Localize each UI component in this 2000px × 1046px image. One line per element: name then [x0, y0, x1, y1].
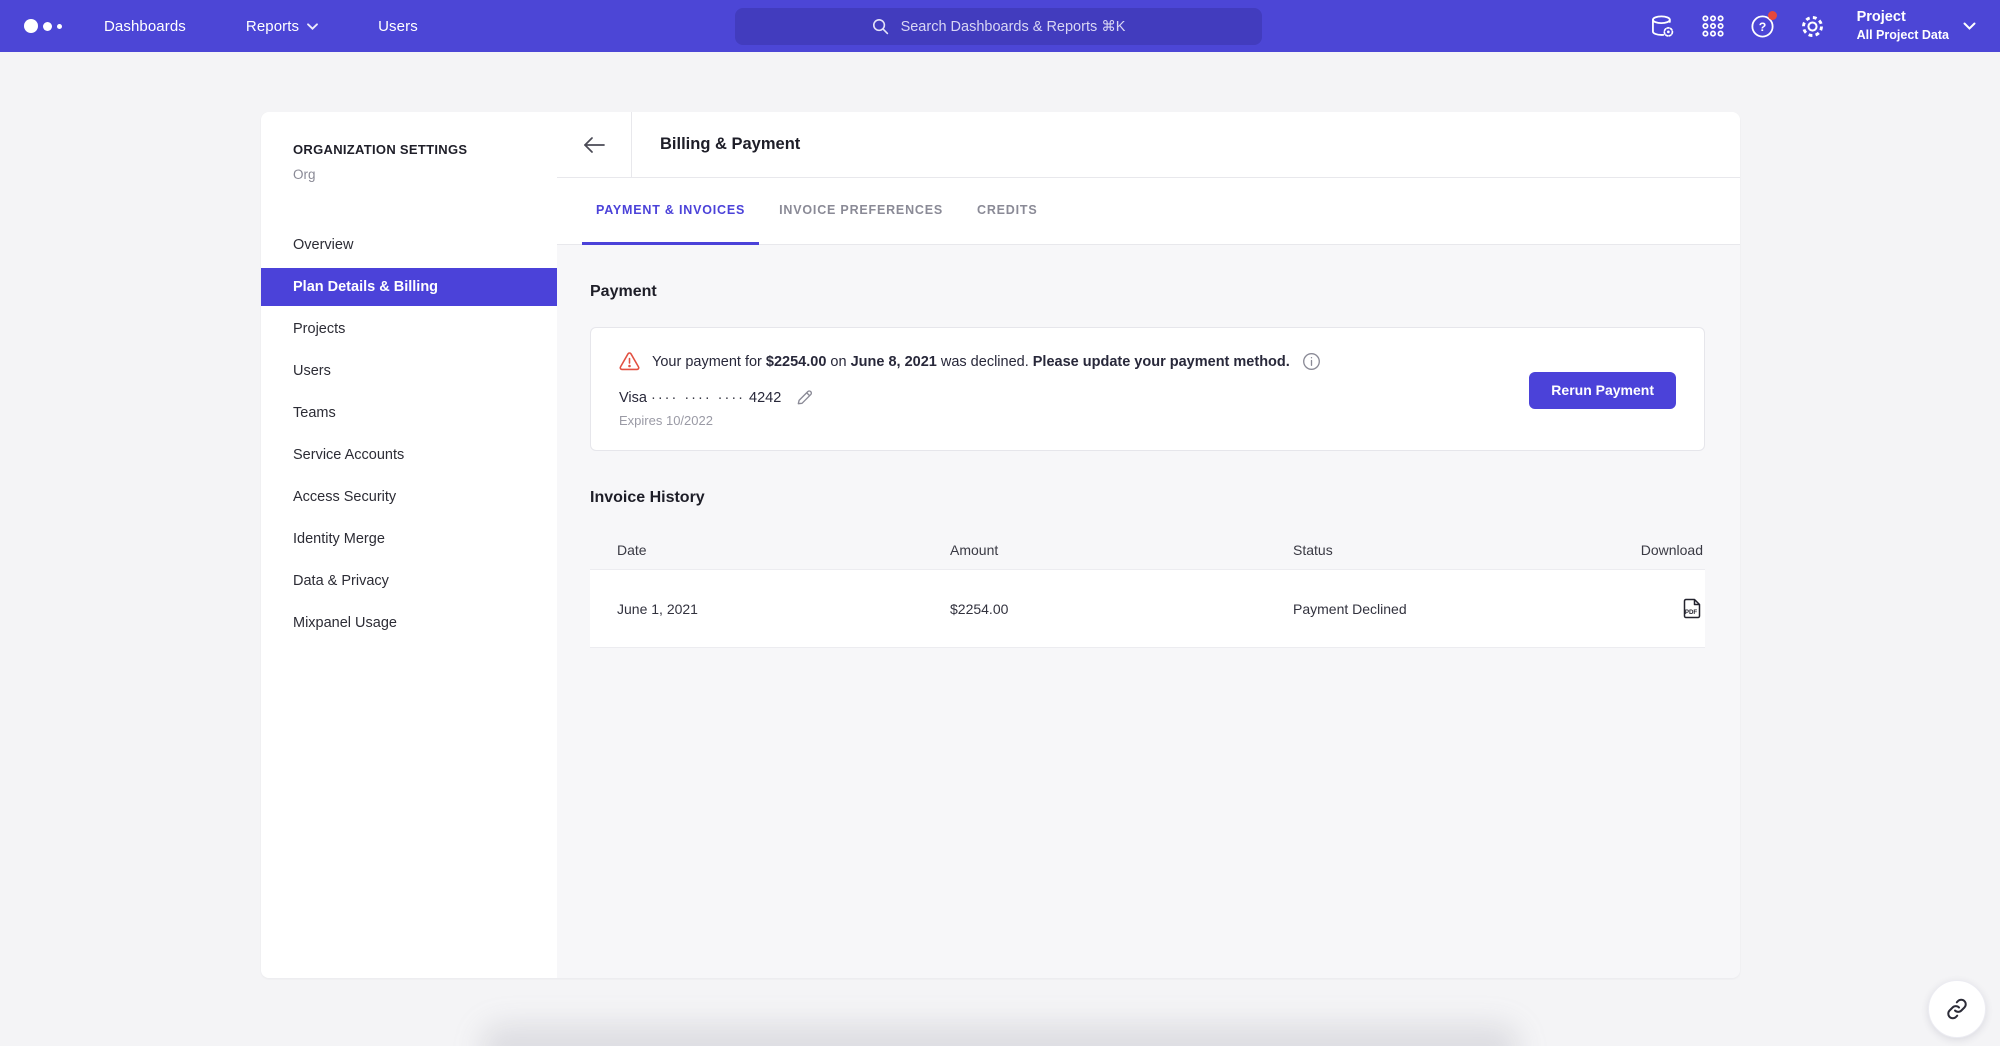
- chevron-down-icon: [307, 22, 319, 30]
- settings-gear-icon: [1802, 15, 1824, 37]
- search-placeholder: Search Dashboards & Reports ⌘K: [900, 18, 1126, 35]
- payment-method-row: Visa ···· ···· ···· 4242: [619, 388, 1529, 407]
- invoice-status: Payment Declined: [1293, 600, 1407, 617]
- apps-grid-button[interactable]: [1693, 6, 1733, 46]
- project-value: All Project Data: [1856, 28, 1949, 43]
- card-expiry: Expires 10/2022: [619, 413, 713, 428]
- copy-link-button[interactable]: [1928, 980, 1986, 1038]
- nav-item-users[interactable]: Users: [352, 0, 444, 52]
- card-summary: Visa ···· ···· ···· 4242: [619, 390, 781, 406]
- invoice-history-heading: Invoice History: [590, 489, 705, 506]
- warning-icon: [619, 352, 640, 371]
- top-navbar: Dashboards Reports Users Search Dashboar…: [0, 0, 2000, 52]
- invoice-table: Date Amount Status Download June 1, 2021…: [590, 531, 1705, 648]
- logo-dot: [43, 21, 52, 31]
- tab-payment-invoices[interactable]: PAYMENT & INVOICES: [582, 178, 760, 245]
- tab-content: Payment Your payment for $2254.00 on Jun…: [557, 245, 1740, 978]
- settings-button[interactable]: [1793, 6, 1833, 46]
- help-button[interactable]: ?: [1743, 6, 1783, 46]
- download-pdf-button[interactable]: PDF: [1682, 597, 1703, 620]
- nav-item-dashboards[interactable]: Dashboards: [78, 0, 212, 52]
- alert-action: Please update your payment method.: [1032, 353, 1290, 370]
- card-last4: 4242: [749, 389, 782, 406]
- column-header-download: Download: [1640, 542, 1703, 558]
- logo-dot: [24, 19, 38, 33]
- link-icon: [1947, 998, 1967, 1020]
- search-input[interactable]: Search Dashboards & Reports ⌘K: [735, 8, 1262, 45]
- column-header-status: Status: [1293, 542, 1333, 558]
- back-arrow-icon: [584, 136, 605, 153]
- apps-grid-icon: [1701, 15, 1724, 37]
- sidebar-item-teams[interactable]: Teams: [293, 405, 336, 421]
- edit-card-button[interactable]: [795, 388, 814, 407]
- alert-text: Your payment for $2254.00 on June 8, 202…: [652, 353, 1290, 370]
- sidebar-item-access-security[interactable]: Access Security: [293, 489, 397, 505]
- svg-text:PDF: PDF: [1685, 609, 1698, 616]
- notification-badge: [1767, 11, 1777, 20]
- logo-dot: [57, 23, 62, 29]
- tab-credits[interactable]: CREDITS: [977, 203, 1038, 217]
- sidebar-item-data-privacy[interactable]: Data & Privacy: [293, 573, 389, 589]
- payment-declined-alert: Your payment for $2254.00 on June 8, 202…: [619, 352, 1529, 371]
- payment-heading: Payment: [590, 283, 657, 300]
- invoice-amount: $2254.00: [950, 600, 1009, 617]
- offscreen-element-shadow: [480, 1024, 1520, 1046]
- org-name: Org: [293, 167, 316, 182]
- nav-item-label: Dashboards: [104, 17, 186, 35]
- search-icon: [872, 18, 888, 35]
- nav-item-label: Users: [378, 17, 418, 35]
- chevron-down-icon: [1963, 22, 1976, 30]
- sidebar-nav: Overview Plan Details & Billing Projects…: [261, 226, 557, 642]
- tab-invoice-preferences[interactable]: INVOICE PREFERENCES: [779, 203, 943, 217]
- invoice-table-header: Date Amount Status Download: [590, 531, 1705, 569]
- sidebar-heading: ORGANIZATION SETTINGS: [293, 142, 468, 157]
- data-management-button[interactable]: [1643, 6, 1683, 46]
- info-button[interactable]: [1302, 352, 1321, 371]
- help-icon: ?: [1751, 14, 1774, 38]
- column-header-date: Date: [617, 542, 647, 558]
- sidebar-item-users[interactable]: Users: [293, 363, 331, 379]
- sidebar-item-projects[interactable]: Projects: [293, 321, 346, 337]
- card-masked-digits: ···· ···· ····: [650, 389, 745, 406]
- invoice-row: June 1, 2021 $2254.00 Payment Declined P…: [590, 569, 1705, 648]
- project-label: Project: [1856, 9, 1906, 26]
- back-button[interactable]: [557, 112, 632, 177]
- rerun-payment-button[interactable]: Rerun Payment: [1529, 371, 1676, 409]
- billing-main: Billing & Payment PAYMENT & INVOICES INV…: [557, 112, 1740, 978]
- billing-tabs: PAYMENT & INVOICES INVOICE PREFERENCES C…: [557, 178, 1740, 245]
- nav-item-label: Reports: [245, 17, 300, 35]
- column-header-amount: Amount: [950, 542, 999, 558]
- alert-amount: $2254.00: [765, 353, 827, 370]
- nav-item-reports[interactable]: Reports: [220, 0, 344, 52]
- project-switcher[interactable]: Project All Project Data: [1857, 8, 1982, 43]
- sidebar-item-identity-merge[interactable]: Identity Merge: [293, 531, 385, 547]
- settings-sidebar: ORGANIZATION SETTINGS Org Overview Plan …: [261, 112, 557, 978]
- invoice-date: June 1, 2021: [617, 600, 698, 617]
- pencil-icon: [797, 390, 813, 405]
- pdf-file-icon: PDF: [1683, 598, 1701, 619]
- data-management-icon: [1652, 14, 1674, 37]
- alert-date: June 8, 2021: [850, 353, 937, 370]
- info-icon: [1302, 353, 1320, 370]
- mixpanel-logo[interactable]: [18, 19, 70, 33]
- page-header: Billing & Payment: [557, 112, 1740, 178]
- card-brand: Visa: [619, 389, 647, 406]
- org-settings-panel: ORGANIZATION SETTINGS Org Overview Plan …: [261, 112, 1740, 978]
- sidebar-item-mixpanel-usage[interactable]: Mixpanel Usage: [293, 615, 397, 631]
- svg-text:?: ?: [1759, 20, 1767, 34]
- sidebar-item-service-accounts[interactable]: Service Accounts: [293, 447, 405, 463]
- sidebar-item-overview[interactable]: Overview: [293, 237, 354, 253]
- sidebar-item-plan-details-billing[interactable]: Plan Details & Billing: [261, 268, 557, 306]
- page-title: Billing & Payment: [660, 135, 801, 153]
- payment-card: Your payment for $2254.00 on June 8, 202…: [590, 327, 1705, 451]
